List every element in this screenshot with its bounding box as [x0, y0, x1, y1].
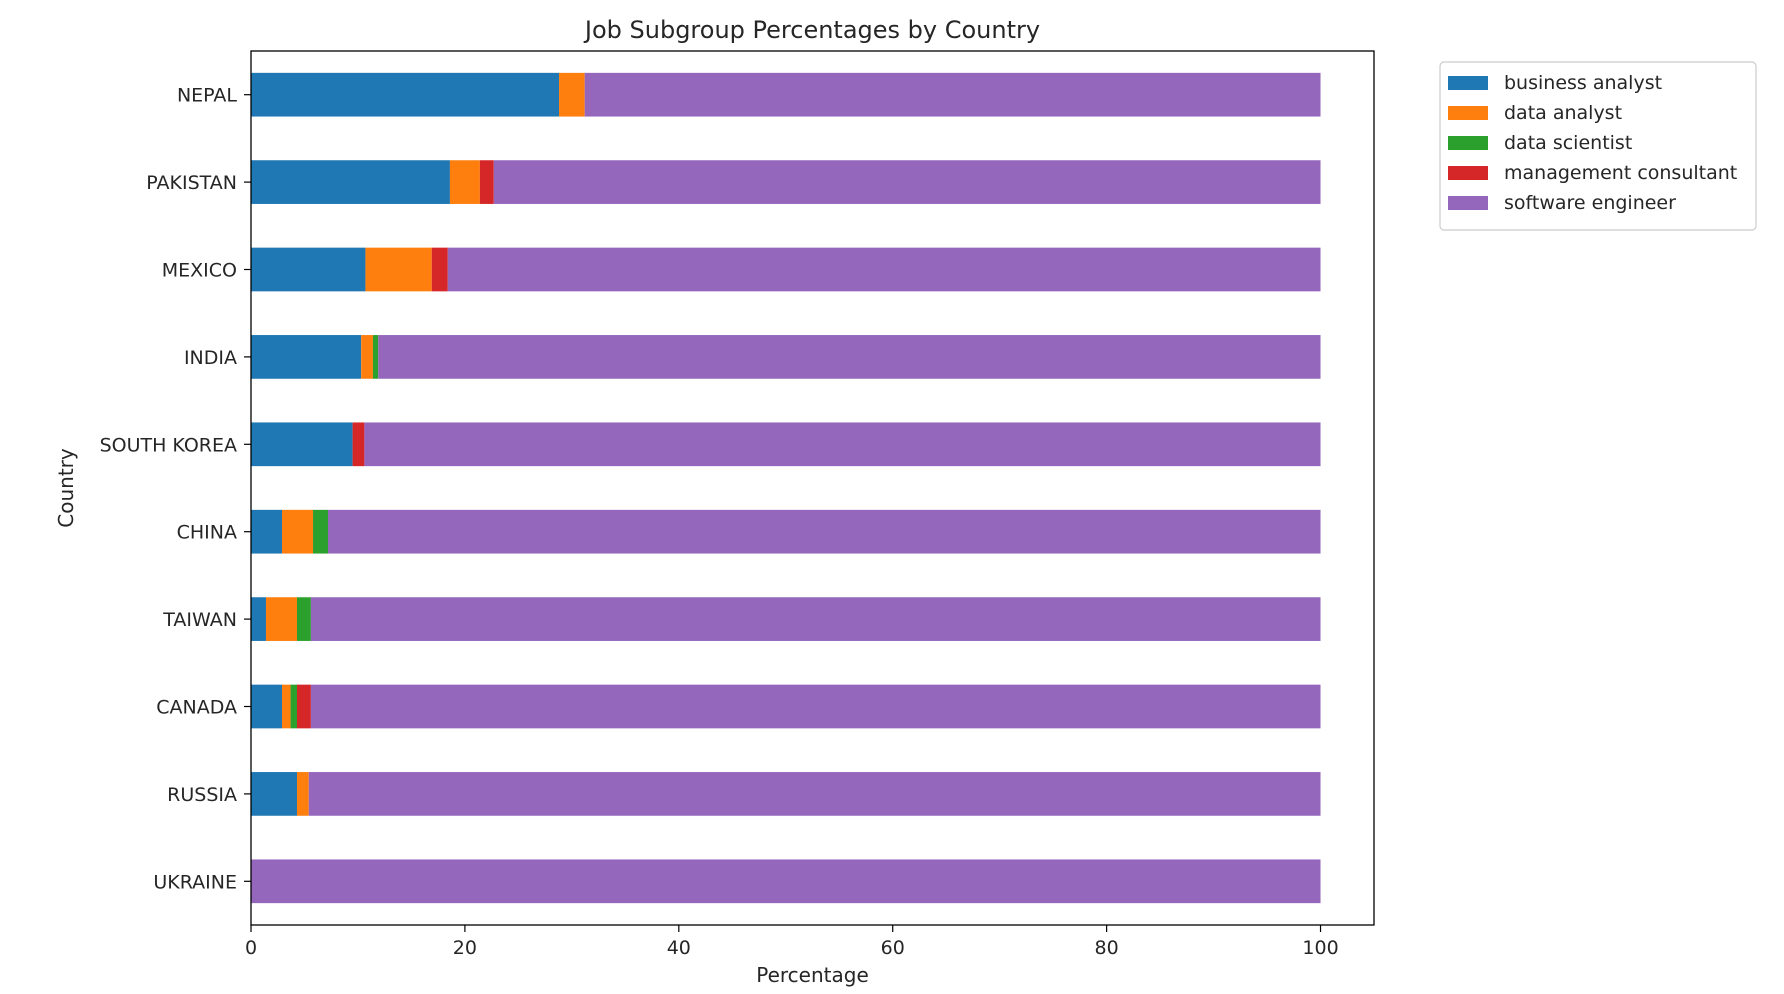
bar-segment-data-analyst-china [282, 509, 314, 554]
plot-area-frame [250, 50, 1375, 926]
legend-swatch [1448, 196, 1488, 210]
x-tick-label: 20 [453, 937, 477, 959]
legend-swatch [1448, 136, 1488, 150]
legend-box [1439, 61, 1757, 231]
x-tick-label: 100 [1302, 937, 1338, 959]
legend-label: data analyst [1504, 102, 1622, 124]
bar-segment-management-consultant-canada [296, 684, 311, 729]
legend-label: management consultant [1504, 162, 1737, 184]
bar-segment-software-engineer-china [328, 509, 1321, 554]
bar-segment-business-analyst-mexico [251, 247, 366, 292]
y-tick-label: PAKISTAN [146, 172, 237, 194]
bar-segment-software-engineer-taiwan [310, 597, 1321, 641]
y-tick-label: INDIA [184, 347, 237, 369]
x-tick-label: 0 [245, 937, 257, 959]
legend-swatch [1448, 166, 1488, 180]
bar-segment-data-analyst-pakistan [449, 160, 480, 204]
bars [251, 72, 1321, 904]
x-tick-label: 80 [1095, 937, 1119, 959]
bar-segment-business-analyst-pakistan [251, 160, 450, 204]
legend-label: business analyst [1504, 72, 1662, 94]
legend: business analyst data analyst data scienti… [1439, 61, 1757, 231]
bar-segment-business-analyst-taiwan [251, 597, 266, 641]
bar-segment-data-analyst-mexico [365, 247, 432, 292]
y-tick-label: CHINA [177, 522, 237, 544]
y-axis-label: Country [54, 448, 78, 528]
bar-segment-data-analyst-india [361, 335, 373, 379]
bar-segment-data-analyst-taiwan [265, 597, 297, 641]
bar-segment-data-analyst-russia [296, 772, 309, 816]
bar-segment-software-engineer-russia [308, 772, 1321, 816]
legend-swatch [1448, 76, 1488, 90]
bar-segment-software-engineer-canada [310, 684, 1321, 729]
bar-segment-data-scientist-india [372, 335, 379, 379]
bar-segment-business-analyst-china [251, 509, 283, 554]
x-axis: 0 20 40 60 80 100 [245, 925, 1339, 959]
y-tick-label: RUSSIA [167, 784, 237, 806]
bar-segment-business-analyst-nepal [251, 72, 560, 117]
legend-label: software engineer [1504, 192, 1676, 214]
y-tick-label: TAIWAN [162, 609, 237, 631]
x-axis-label: Percentage [756, 963, 869, 987]
bar-segment-data-scientist-taiwan [296, 597, 311, 641]
bar-segment-data-scientist-china [313, 509, 329, 554]
bar-segment-management-consultant-south-korea [352, 422, 365, 467]
bar-segment-management-consultant-mexico [431, 247, 448, 292]
bar-segment-software-engineer-india [378, 335, 1321, 379]
chart-title: Job Subgroup Percentages by Country [583, 16, 1040, 44]
bar-segment-data-analyst-nepal [559, 72, 585, 117]
bar-segment-software-engineer-nepal [584, 72, 1321, 117]
bar-segment-software-engineer-mexico [447, 247, 1321, 292]
y-tick-label: UKRAINE [153, 871, 237, 893]
x-tick-label: 60 [881, 937, 905, 959]
y-tick-label: SOUTH KOREA [100, 434, 237, 456]
y-tick-label: MEXICO [162, 260, 237, 282]
bar-segment-software-engineer-pakistan [493, 160, 1321, 204]
bar-segment-business-analyst-russia [251, 772, 297, 816]
bar-segment-software-engineer-ukraine [251, 859, 1321, 904]
legend-swatch [1448, 106, 1488, 120]
y-tick-label: NEPAL [177, 85, 237, 107]
bar-segment-data-analyst-canada [282, 684, 291, 729]
y-tick-label: CANADA [156, 697, 237, 719]
x-tick-label: 40 [667, 937, 691, 959]
bar-segment-management-consultant-pakistan [479, 160, 494, 204]
bar-segment-business-analyst-india [251, 335, 362, 379]
bar-segment-software-engineer-south-korea [364, 422, 1321, 467]
legend-label: data scientist [1504, 132, 1632, 154]
y-axis: NEPAL PAKISTAN MEXICO INDIA SOUTH KOREA CHINA… [100, 85, 251, 893]
bar-segment-business-analyst-canada [251, 684, 283, 729]
bar-segment-data-scientist-canada [290, 684, 297, 729]
bar-segment-business-analyst-south-korea [251, 422, 353, 467]
